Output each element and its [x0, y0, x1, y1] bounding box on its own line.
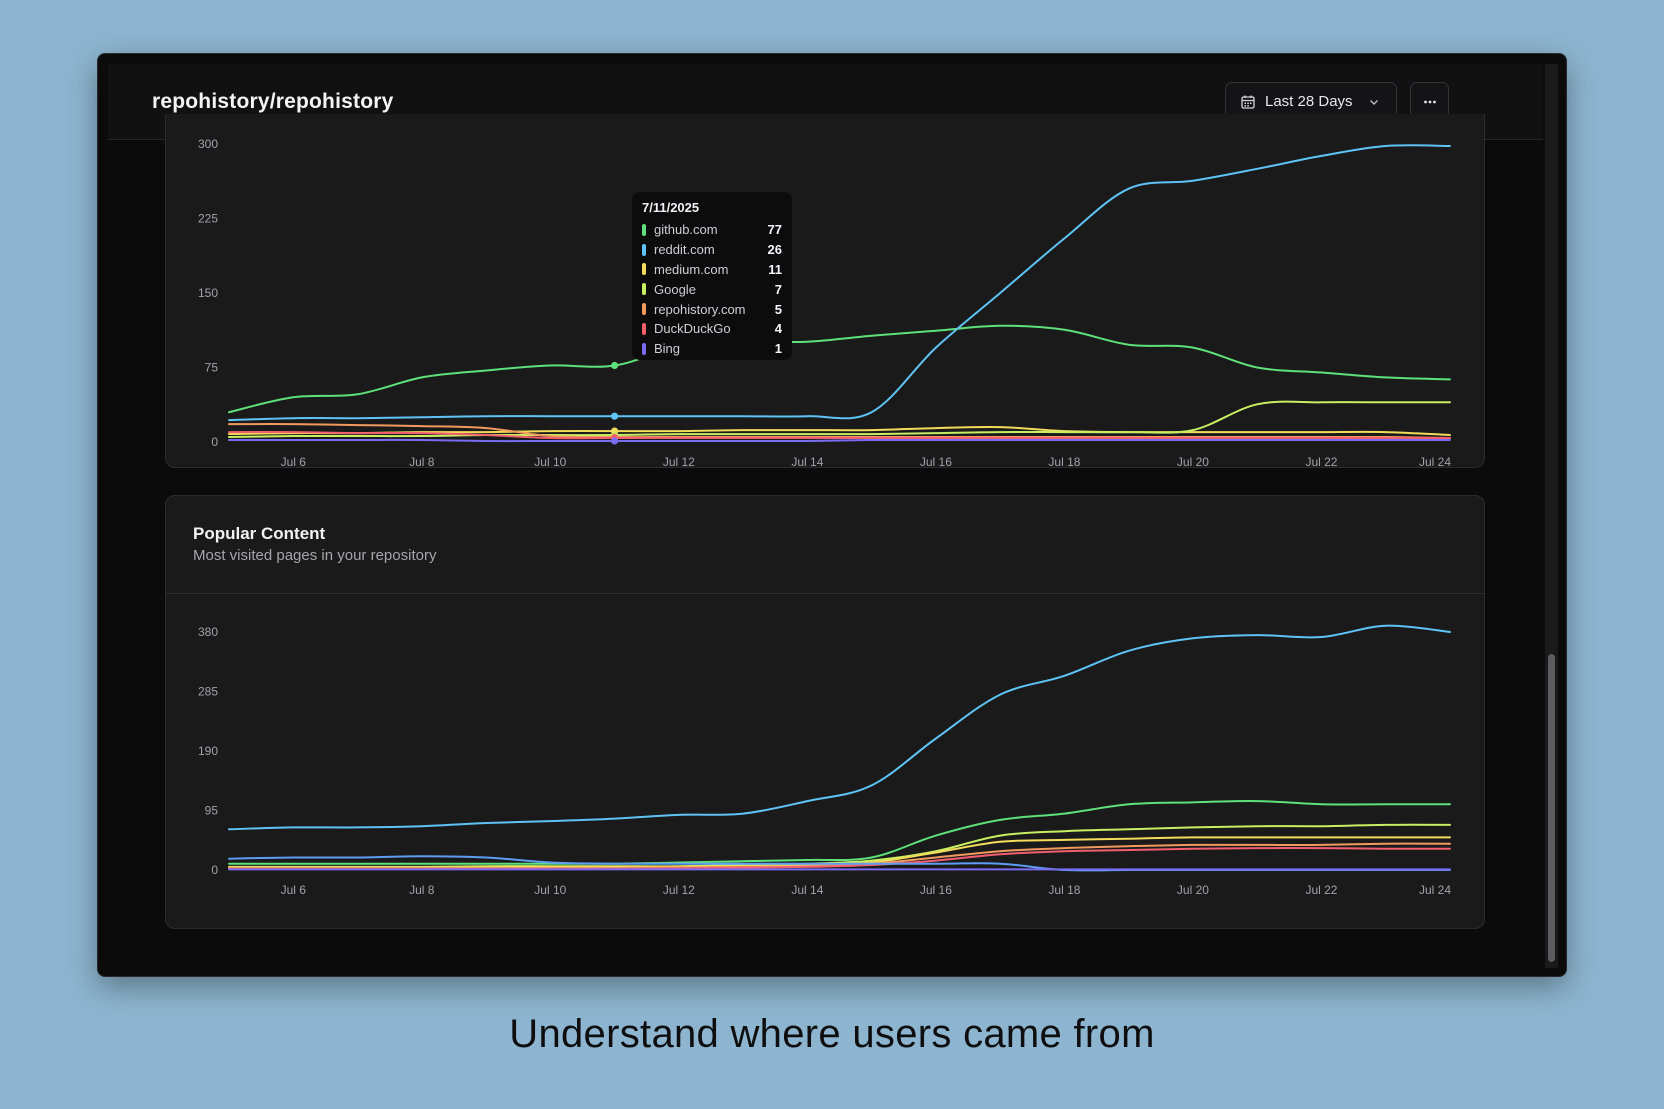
data-point: [610, 412, 619, 420]
x-tick-label: Jul 20: [1177, 455, 1209, 468]
y-tick-label: 95: [205, 804, 219, 818]
series-line: [228, 324, 1451, 414]
series-line: [228, 438, 1451, 443]
series-line: [228, 431, 1451, 440]
popular-content-card: Popular Content Most visited pages in yo…: [165, 495, 1485, 929]
tooltip-value: 5: [774, 301, 782, 317]
tooltip-date: 7/11/2025: [642, 200, 700, 215]
data-point: [610, 437, 619, 445]
x-tick-label: Jul 14: [791, 455, 823, 468]
tooltip-row: Google 7: [642, 279, 782, 299]
tooltip-swatch: [642, 342, 646, 355]
x-tick-label: Jul 6: [281, 883, 307, 897]
tooltip-swatch: [642, 283, 646, 296]
tooltip-swatch: [642, 303, 646, 316]
y-tick-label: 380: [198, 625, 218, 639]
tooltip-row: github.com 77: [642, 220, 782, 240]
x-tick-label: Jul 14: [791, 883, 823, 897]
series-line: [228, 144, 1451, 422]
tooltip-swatch: [642, 263, 646, 276]
card-title: Popular Content: [193, 524, 326, 543]
date-range-label: Last 28 Days: [1265, 93, 1353, 110]
tooltip-swatch: [642, 223, 646, 236]
series-line: [228, 847, 1451, 870]
y-tick-label: 300: [198, 137, 218, 151]
x-tick-label: Jul 20: [1177, 883, 1209, 897]
series-line: [228, 800, 1451, 865]
x-tick-label: Jul 10: [534, 455, 566, 468]
tooltip-row: medium.com 11: [642, 260, 782, 280]
ellipsis-icon: [1423, 100, 1436, 103]
x-tick-label: Jul 24: [1419, 455, 1451, 468]
x-tick-label: Jul 18: [1048, 455, 1080, 468]
card-description: Most visited pages in your repository: [193, 547, 437, 564]
tooltip-label: reddit.com: [654, 242, 715, 258]
series-line: [228, 624, 1451, 831]
popular-content-chart: 0 95 190 285 380 Jul 6 Jul 8 Jul 10 Jul 12 Jul 14…: [198, 624, 1451, 897]
y-tick-label: 0: [211, 435, 218, 449]
x-tick-label: Jul 8: [409, 883, 435, 897]
tooltip-swatch: [642, 322, 646, 335]
tooltip-value: 77: [767, 222, 782, 238]
calendar-icon: [1241, 95, 1255, 109]
data-point: [610, 361, 619, 370]
tooltip-label: medium.com: [654, 261, 729, 277]
scrollbar-thumb[interactable]: [1548, 654, 1555, 962]
x-tick-label: Jul 18: [1048, 883, 1080, 897]
chart-tooltip: 7/11/2025 github.com 77 reddit.com 26 medium…: [632, 192, 792, 360]
caption: Understand where users came from: [509, 1012, 1155, 1056]
tooltip-label: Bing: [654, 341, 681, 357]
series-line: [228, 425, 1451, 436]
tooltip-label: github.com: [654, 222, 718, 238]
x-tick-label: Jul 6: [281, 455, 307, 468]
divider: [166, 593, 1484, 594]
tooltip-value: 1: [774, 341, 782, 357]
tooltip-label: Google: [654, 281, 696, 297]
y-tick-label: 150: [198, 286, 218, 300]
x-tick-label: Jul 24: [1419, 883, 1451, 897]
tooltip-row: DuckDuckGo 4: [642, 319, 782, 339]
tooltip-label: repohistory.com: [654, 301, 746, 317]
x-tick-label: Jul 16: [920, 883, 952, 897]
x-tick-label: Jul 16: [920, 455, 952, 468]
scrollbar[interactable]: [1545, 64, 1558, 968]
x-tick-label: Jul 10: [534, 883, 566, 897]
x-tick-label: Jul 22: [1305, 883, 1337, 897]
y-tick-label: 190: [198, 744, 218, 758]
tooltip-value: 7: [774, 281, 782, 297]
tooltip-value: 4: [774, 321, 782, 337]
series-line: [228, 400, 1451, 439]
y-tick-label: 75: [205, 361, 219, 375]
tooltip-swatch: [642, 243, 646, 256]
y-tick-label: 0: [211, 863, 218, 877]
y-tick-label: 225: [198, 212, 218, 226]
x-tick-label: Jul 8: [409, 455, 435, 468]
referrers-chart-card: 0 75 150 225 300 Jul 6 Jul 8 Jul 10 Jul 12 Jul 14…: [165, 114, 1485, 468]
page-title: repohistory/repohistory: [152, 90, 394, 113]
tooltip-row: repohistory.com 5: [642, 299, 782, 319]
tooltip-row: Bing 1: [642, 339, 782, 359]
x-tick-label: Jul 12: [663, 883, 695, 897]
x-tick-label: Jul 22: [1305, 455, 1337, 468]
tooltip-value: 11: [768, 261, 782, 277]
x-tick-label: Jul 12: [663, 455, 695, 468]
tooltip-label: DuckDuckGo: [654, 321, 731, 337]
y-tick-label: 285: [198, 685, 218, 699]
tooltip-row: reddit.com 26: [642, 240, 782, 260]
app-window: repohistory/repohistory Last 28 Days: [97, 53, 1567, 977]
chevron-down-icon: [1369, 99, 1378, 105]
tooltip-value: 26: [767, 242, 782, 258]
